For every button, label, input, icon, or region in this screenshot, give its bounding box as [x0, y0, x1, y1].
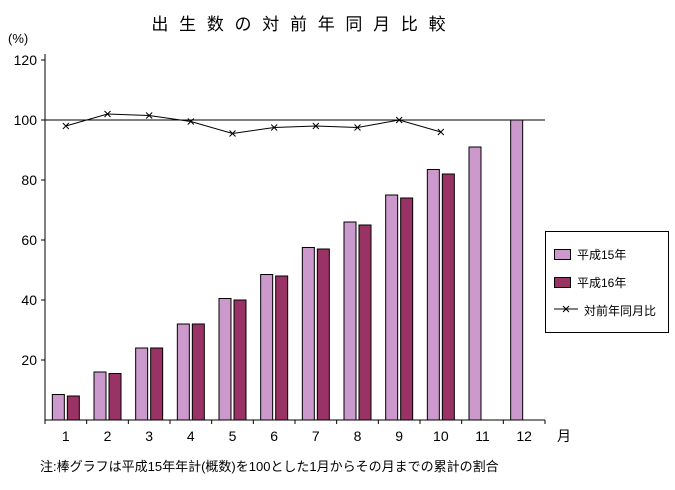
bar-平成15年	[260, 274, 274, 421]
line-対前年同月比	[65, 113, 441, 135]
bar-平成15年	[51, 394, 65, 421]
x-tick-label: 8	[354, 428, 362, 444]
y-tick-label: 100	[14, 112, 38, 128]
bar-平成16年	[400, 197, 414, 421]
x-tick-label: 10	[433, 428, 449, 444]
legend-swatch-heisei15	[554, 248, 571, 260]
legend-swatch-heisei16	[554, 276, 571, 288]
x-marker	[145, 112, 153, 119]
y-tick-label: 80	[21, 172, 37, 188]
legend-label-ratio: 対前年同月比	[584, 303, 657, 318]
bar-平成15年	[343, 221, 357, 421]
x-marker	[187, 118, 195, 125]
bar-平成15年	[135, 347, 149, 421]
chart-title: 出 生 数 の 対 前 年 同 月 比 較	[151, 15, 449, 34]
x-tick-label: 6	[270, 428, 278, 444]
bar-平成15年	[426, 169, 440, 421]
bar-平成15年	[176, 323, 190, 421]
legend-label-heisei15: 平成15年	[577, 247, 627, 262]
bar-平成16年	[108, 373, 122, 421]
bar-平成15年	[468, 146, 482, 421]
x-marker	[312, 122, 320, 130]
bar-平成15年	[510, 119, 524, 421]
bar-平成15年	[301, 247, 315, 421]
x-tick-label: 7	[312, 428, 320, 444]
bar-平成16年	[275, 275, 289, 421]
bar-平成16年	[191, 323, 205, 421]
legend-item-ratio: 対前年同月比	[554, 296, 666, 324]
x-marker	[62, 122, 70, 130]
legend: 平成15年 平成16年 対前年同月比	[545, 231, 669, 333]
legend-item-heisei16: 平成16年	[554, 268, 666, 296]
x-tick-label: 1	[62, 428, 70, 444]
x-tick-label: 3	[145, 428, 153, 444]
legend-item-heisei15: 平成15年	[554, 240, 666, 268]
bar-平成16年	[233, 299, 247, 421]
x-marker	[229, 130, 236, 137]
x-marker	[437, 128, 445, 136]
y-tick-label: 60	[21, 232, 37, 248]
footnote: 注:棒グラフは平成15年年計(概数)を100とした1月からその月までの累計の割合	[40, 459, 499, 474]
x-tick-label: 2	[104, 428, 112, 444]
x-tick-label: 12	[516, 428, 532, 444]
x-marker	[270, 124, 278, 131]
x-tick-label: 4	[187, 428, 195, 444]
bar-平成16年	[150, 347, 164, 421]
bar-平成16年	[316, 248, 330, 421]
line-x-marker-icon	[554, 303, 578, 317]
bar-平成16年	[441, 173, 455, 421]
bar-平成16年	[66, 395, 80, 421]
bar-平成15年	[385, 194, 399, 421]
legend-label-heisei16: 平成16年	[577, 275, 627, 290]
y-axis-unit-label: (%)	[8, 31, 29, 46]
x-tick-label: 11	[475, 428, 490, 444]
y-tick-label: 120	[14, 52, 38, 68]
x-axis-unit-label: 月	[557, 428, 571, 444]
bar-平成15年	[218, 298, 232, 421]
x-tick-label: 9	[395, 428, 403, 444]
x-marker	[104, 110, 111, 118]
bar-平成16年	[358, 224, 372, 421]
bar-平成15年	[93, 371, 107, 421]
x-tick-label: 5	[229, 428, 237, 444]
x-marker	[395, 116, 403, 124]
x-marker	[354, 124, 361, 131]
y-tick-label: 40	[21, 292, 37, 308]
y-tick-label: 20	[21, 352, 37, 368]
